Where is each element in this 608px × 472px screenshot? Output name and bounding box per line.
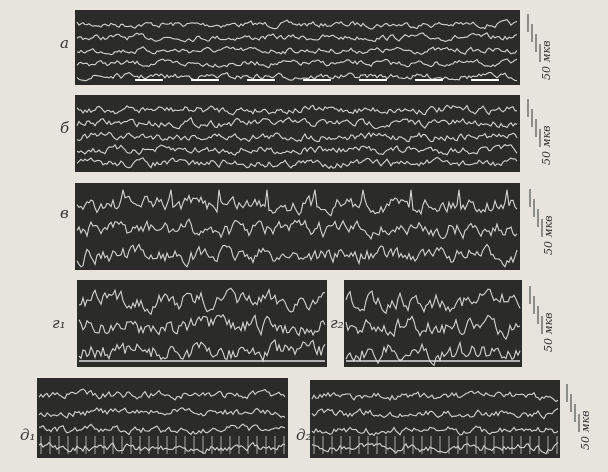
scale-label: 50 мкв	[579, 410, 592, 450]
figure: а б в г₁ г₂ д₁ д₂ 50 мкв 50 мкв 50 мкв 50 мкв 50 мк…	[0, 0, 608, 472]
scale-label: 50 мкв	[540, 40, 553, 80]
panel-label: г₁	[52, 314, 66, 332]
eeg-panel	[37, 378, 288, 458]
eeg-panel	[75, 95, 520, 172]
scale-label: 50 мкв	[542, 312, 555, 352]
panel-label: д₂	[296, 426, 312, 444]
eeg-panel	[310, 380, 560, 458]
page: а б в г₁ г₂ д₁ д₂ 50 мкв 50 мкв 50 мкв 50 мкв 50 мк…	[0, 0, 608, 472]
scale-label: 50 мкв	[542, 215, 555, 255]
panel-label: а	[60, 34, 69, 52]
eeg-panel	[77, 280, 327, 367]
panel-label: г₂	[330, 314, 344, 332]
scale-label: 50 мкв	[540, 125, 553, 165]
panel-label: б	[60, 119, 70, 137]
panel-label: д₁	[20, 426, 36, 444]
panel-label: в	[60, 204, 69, 222]
